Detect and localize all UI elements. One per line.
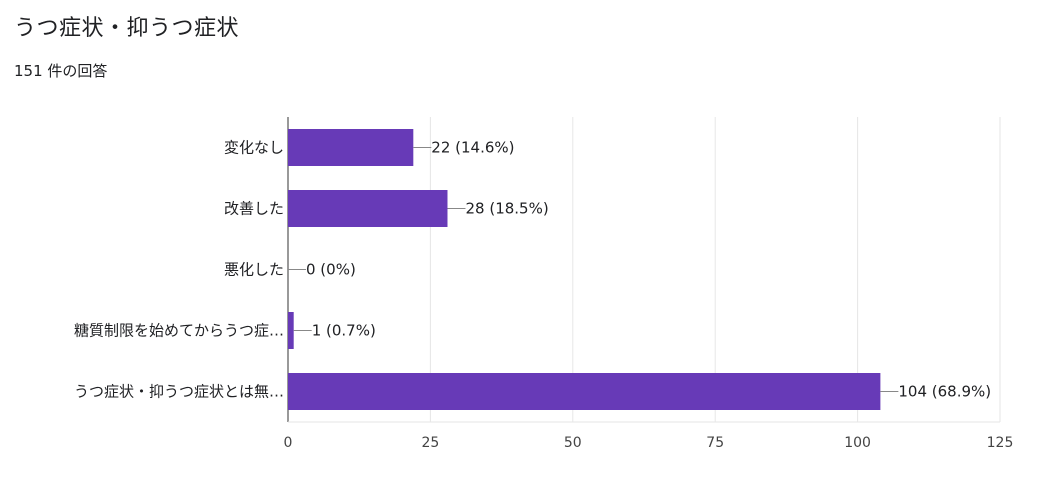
x-tick-label: 50 [564, 435, 582, 451]
x-tick-label: 100 [844, 435, 871, 451]
bar[interactable] [288, 373, 881, 410]
category-label: 糖質制限を始めてからうつ症… [74, 322, 284, 340]
value-label: 22 (14.6%) [431, 139, 514, 157]
x-tick-label: 0 [284, 435, 293, 451]
value-label: 1 (0.7%) [312, 322, 376, 340]
x-tick-label: 125 [987, 435, 1014, 451]
value-label: 0 (0%) [306, 261, 356, 279]
value-label: 28 (18.5%) [465, 200, 548, 218]
category-label: うつ症状・抑うつ症状とは無… [74, 383, 284, 401]
bar[interactable] [288, 190, 448, 227]
bar[interactable] [288, 129, 414, 166]
chart-title: うつ症状・抑うつ症状 [14, 16, 240, 41]
bar[interactable] [288, 312, 294, 349]
category-label: 悪化した [224, 261, 284, 279]
category-label: 変化なし [224, 139, 284, 157]
x-tick-label: 25 [421, 435, 439, 451]
value-label: 104 (68.9%) [898, 383, 991, 401]
response-count: 151 件の回答 [14, 62, 108, 80]
x-tick-label: 75 [706, 435, 724, 451]
category-label: 改善した [224, 200, 284, 218]
